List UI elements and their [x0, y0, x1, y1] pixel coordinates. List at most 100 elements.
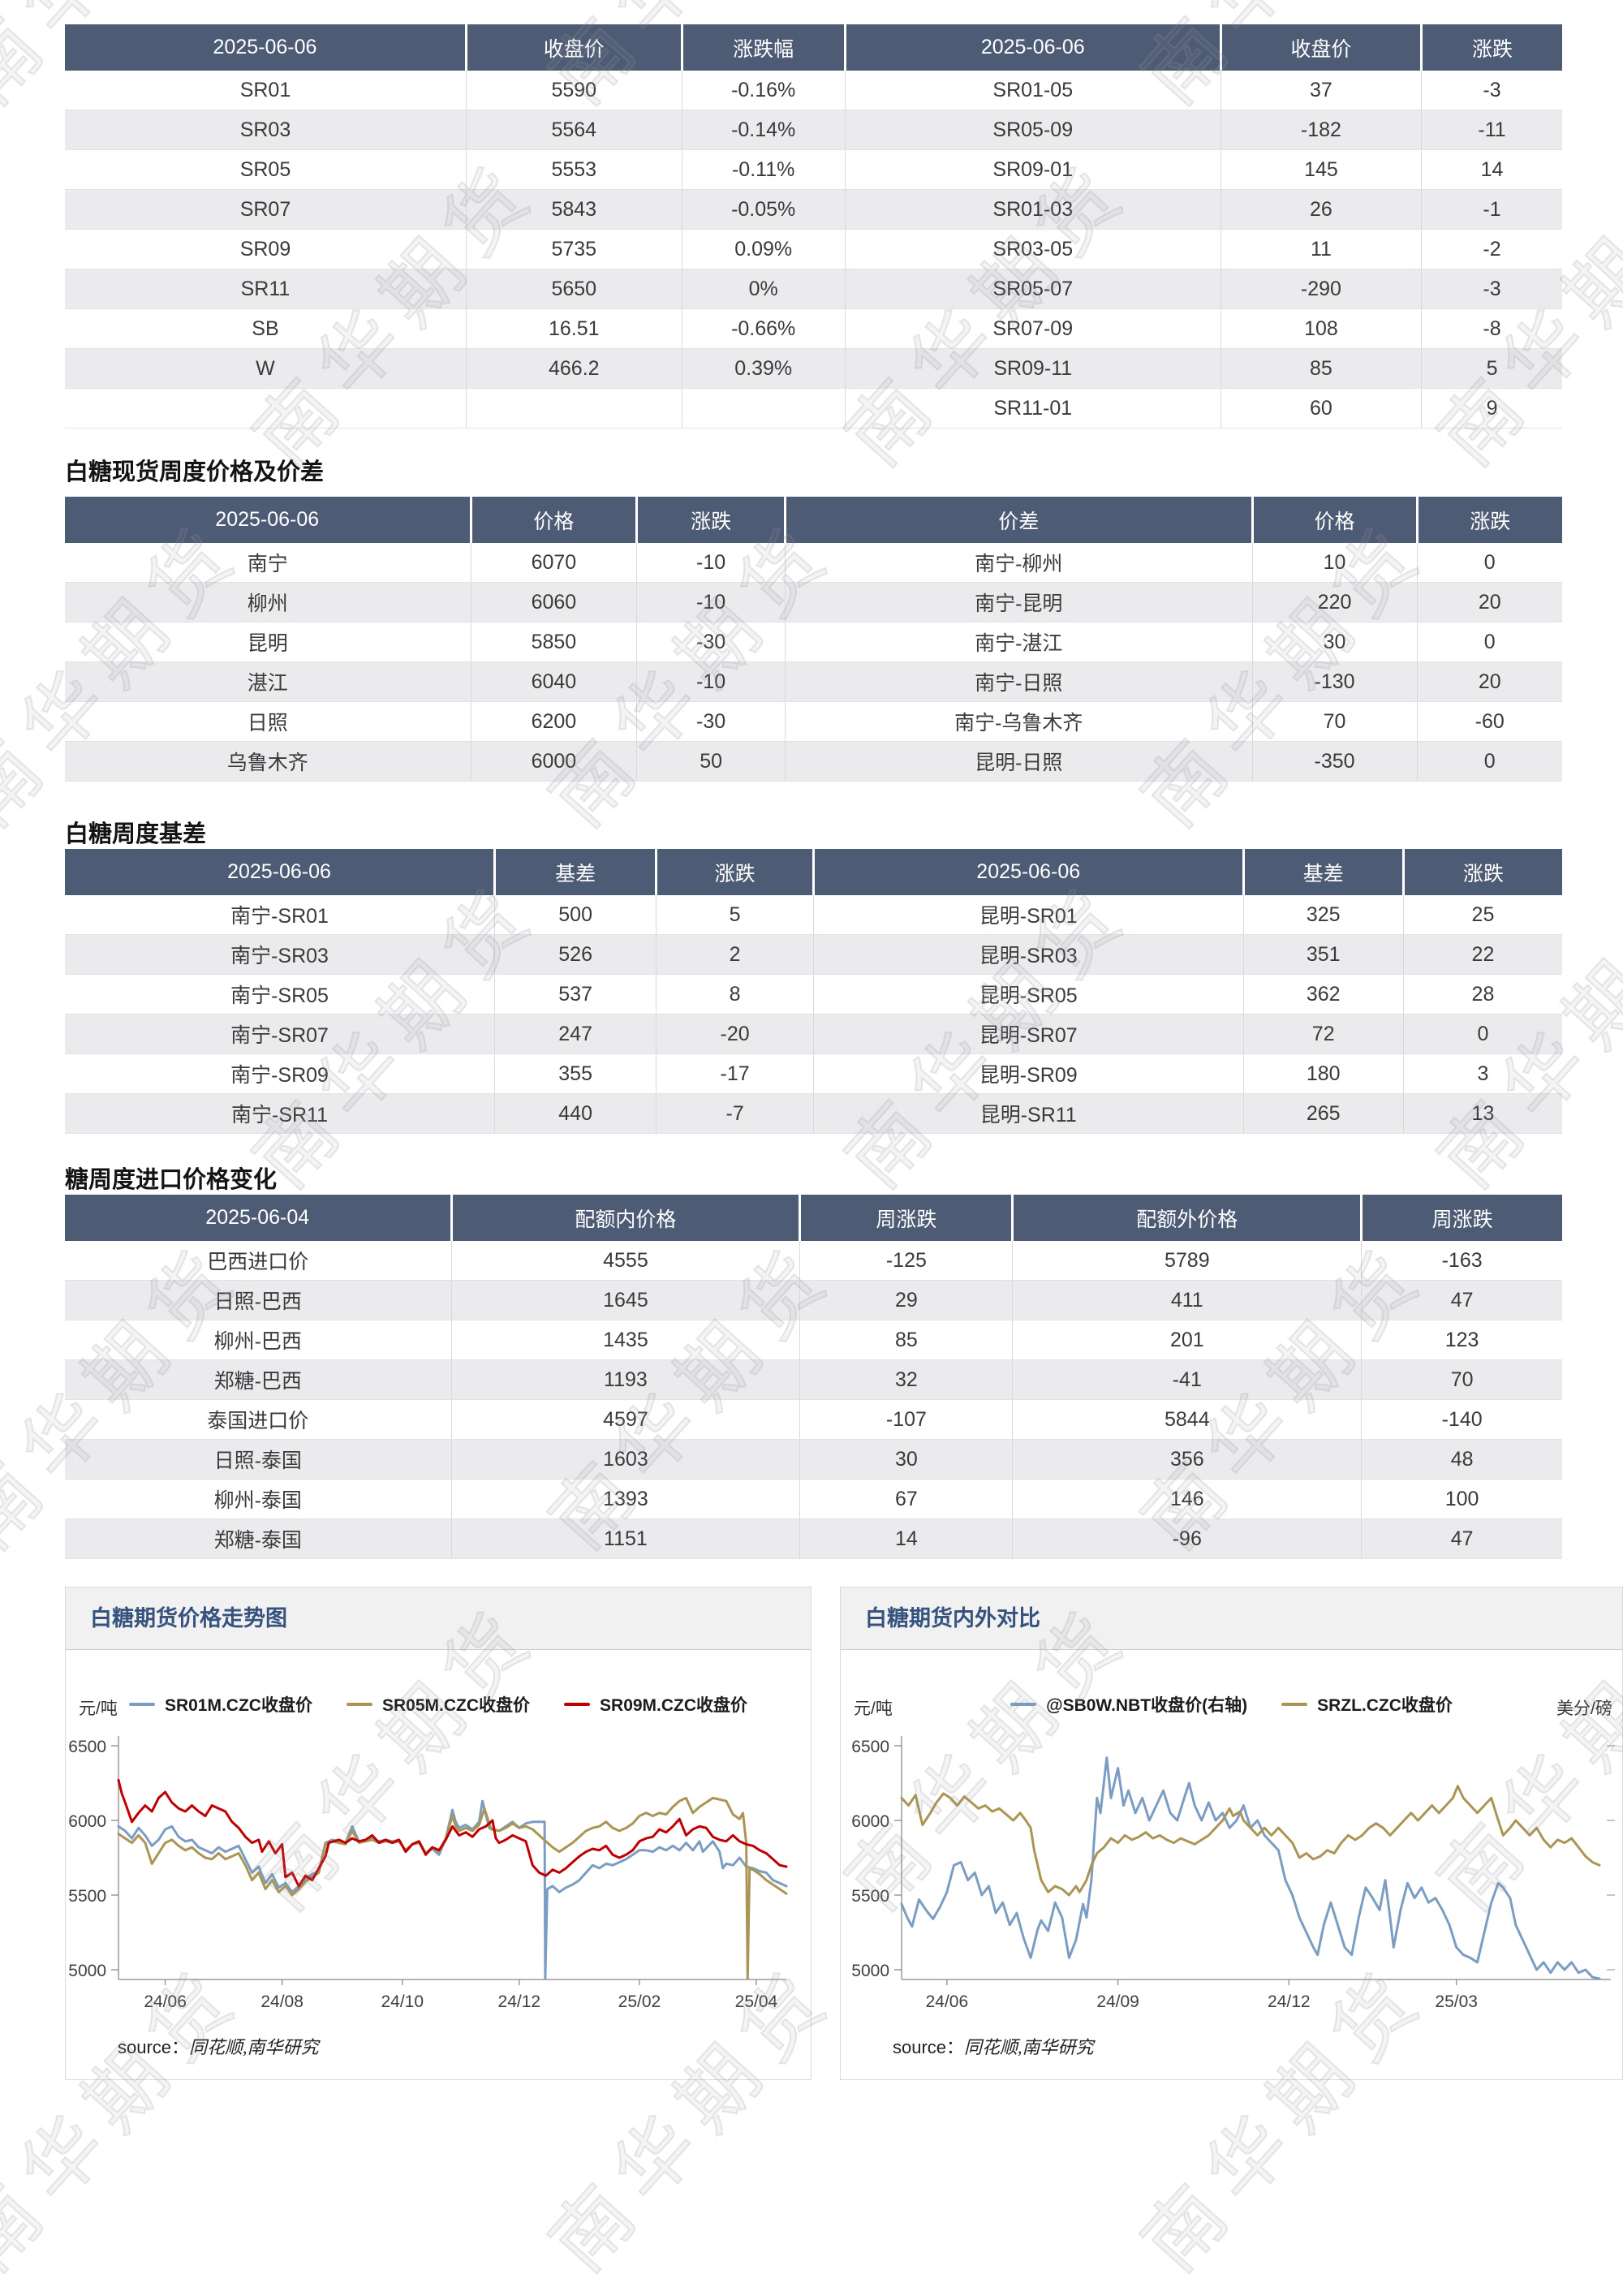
column-header: 周涨跌: [799, 1195, 1014, 1241]
table-row: 柳州-巴西 1435 85 201 123: [65, 1320, 1562, 1360]
column-header: 周涨跌: [1361, 1195, 1562, 1241]
section-title-import-price: 糖周度进口价格变化: [65, 1167, 278, 1193]
table-cell: 6060: [471, 582, 638, 622]
table-cell: 1645: [451, 1280, 801, 1320]
table-cell: 100: [1361, 1479, 1562, 1519]
table-cell: SB: [65, 308, 467, 349]
x-tick-label: 24/06: [144, 1992, 187, 2011]
legend-swatch-icon: [346, 1703, 372, 1706]
y-tick-label: 5500: [68, 1887, 106, 1906]
column-header: 收盘价: [1220, 24, 1423, 71]
table-cell: 1151: [451, 1518, 801, 1559]
data-table: 2025-06-06 价格 涨跌 价差 价格 涨跌 南宁 6070 -10 南宁-柳州 10 0 柳州 6…: [65, 497, 1562, 782]
legend-swatch-icon: [1281, 1703, 1308, 1706]
table-cell: 32: [799, 1359, 1014, 1400]
table-cell: 南宁-昆明: [785, 582, 1253, 622]
table-cell: 5789: [1012, 1241, 1363, 1281]
table-row: 郑糖-巴西 1193 32 -41 70: [65, 1359, 1562, 1400]
table-cell: SR09-11: [845, 348, 1221, 389]
table-cell: 123: [1361, 1320, 1562, 1360]
x-tick-label: 25/04: [735, 1992, 778, 2011]
table-row: SR09 5735 0.09% SR03-05 11 -2: [65, 229, 1562, 269]
table-cell: 日照-泰国: [65, 1439, 452, 1480]
table-cell: -163: [1361, 1241, 1562, 1281]
x-tick-label: 25/03: [1435, 1992, 1478, 2011]
table-cell: -3: [1421, 71, 1562, 110]
table-cell: SR03: [65, 110, 467, 150]
legend-label: SR01M.CZC收盘价: [164, 1696, 312, 1715]
table-row: 南宁-SR03 526 2 昆明-SR03 351 22: [65, 934, 1562, 975]
chart-plot: 6500 6000 5500 5000 24/06 24/09 24/12 25/03: [851, 1736, 1615, 2011]
table-cell: 5844: [1012, 1399, 1363, 1440]
table-row: 湛江 6040 -10 南宁-日照 -130 20: [65, 661, 1562, 702]
table-cell: 30: [1252, 622, 1418, 662]
table-cell: -11: [1421, 110, 1562, 150]
table-cell: 日照: [65, 701, 471, 742]
source-note: source：同花顺,南华研究: [118, 2033, 319, 2059]
legend-label: SR09M.CZC收盘价: [600, 1696, 748, 1715]
table-cell: -140: [1361, 1399, 1562, 1440]
table-cell: -130: [1252, 661, 1418, 702]
table-cell: -3: [1421, 269, 1562, 309]
column-header: 价格: [1252, 497, 1419, 543]
source-text: 同花顺,南华研究: [964, 2037, 1094, 2057]
table-cell: -20: [656, 1014, 814, 1054]
table-cell: 265: [1243, 1093, 1404, 1134]
table-cell: -125: [799, 1241, 1014, 1281]
table-cell: -0.16%: [682, 71, 846, 110]
table-cell: 108: [1220, 308, 1423, 349]
chart-plot: 6500 6000 5500 5000 24/06 24/08 24/10 24/12 25/0…: [68, 1736, 788, 2011]
table-row: SR11 5650 0% SR05-07 -290 -3: [65, 269, 1562, 309]
table-row: 乌鲁木齐 6000 50 昆明-日照 -350 0: [65, 741, 1562, 782]
table-cell: 南宁-SR09: [65, 1053, 496, 1094]
x-tick-label: 24/09: [1096, 1992, 1139, 2011]
legend: @SB0W.NBT收盘价(右轴) SRZL.CZC收盘价: [841, 1692, 1622, 1717]
source-note: source：同花顺,南华研究: [893, 2033, 1094, 2059]
column-header: 2025-06-06: [65, 849, 497, 895]
column-header: 涨跌: [1417, 497, 1562, 543]
table-cell: SR05-07: [845, 269, 1221, 309]
chart-body: 元/吨 美分/磅 @SB0W.NBT收盘价(右轴) SRZL.CZC收盘价 650…: [841, 1650, 1622, 2079]
y-tick-label: 6000: [68, 1812, 106, 1831]
table-cell: 0.09%: [682, 229, 846, 269]
table-cell: 26: [1220, 189, 1423, 230]
table-cell: 4597: [451, 1399, 801, 1440]
table-row: 南宁-SR05 537 8 昆明-SR05 362 28: [65, 974, 1562, 1014]
table-cell: 3: [1403, 1053, 1562, 1094]
table-cell: 1603: [451, 1439, 801, 1480]
table-cell: -10: [636, 543, 786, 583]
column-header: 配额外价格: [1012, 1195, 1363, 1241]
legend-item: SR09M.CZC收盘价: [564, 1692, 747, 1717]
table-row: SR07 5843 -0.05% SR01-03 26 -1: [65, 189, 1562, 230]
futures-close-spread-table: 2025-06-06 收盘价 涨跌幅 2025-06-06 收盘价 涨跌 SR01 5590-…: [65, 24, 1562, 429]
column-header: 涨跌幅: [682, 24, 846, 71]
table-row: 巴西进口价 4555 -125 5789 -163: [65, 1241, 1562, 1281]
x-tick-label: 24/12: [498, 1992, 541, 2011]
data-table: 2025-06-06 收盘价 涨跌幅 2025-06-06 收盘价 涨跌 SR01 5590-…: [65, 24, 1562, 429]
table-cell: SR09: [65, 229, 467, 269]
table-cell: 14: [799, 1518, 1014, 1559]
table-cell: 南宁-SR03: [65, 934, 496, 975]
table-cell: 1435: [451, 1320, 801, 1360]
table-cell: 70: [1361, 1359, 1562, 1400]
table-cell: -2: [1421, 229, 1562, 269]
table-cell: 411: [1012, 1280, 1363, 1320]
table-cell: 0: [1417, 622, 1562, 662]
table-row: SB 16.51 -0.66% SR07-09 108 -8: [65, 308, 1562, 349]
source-label: source：: [118, 2037, 190, 2057]
table-cell: 67: [799, 1479, 1014, 1519]
chart-card-futures-trend: 白糖期货价格走势图 元/吨 SR01M.CZC收盘价 SR05M.CZC收盘价 SR…: [65, 1587, 812, 2080]
table-cell: 355: [494, 1053, 657, 1094]
table-cell: 72: [1243, 1014, 1404, 1054]
series-line: [900, 1785, 1601, 1897]
table-cell: 5843: [466, 189, 682, 230]
legend-label: @SB0W.NBT收盘价(右轴): [1046, 1696, 1248, 1715]
section-title-basis: 白糖周度基差: [65, 821, 207, 847]
table-cell: -7: [656, 1093, 814, 1134]
column-header: 2025-06-06: [65, 497, 472, 543]
table-cell: 1193: [451, 1359, 801, 1400]
table-cell: 湛江: [65, 661, 471, 702]
table-cell: SR09-01: [845, 149, 1221, 190]
table-cell: 37: [1220, 71, 1423, 110]
table-row: SR01 5590 -0.16% SR01-05 37 -3: [65, 71, 1562, 110]
